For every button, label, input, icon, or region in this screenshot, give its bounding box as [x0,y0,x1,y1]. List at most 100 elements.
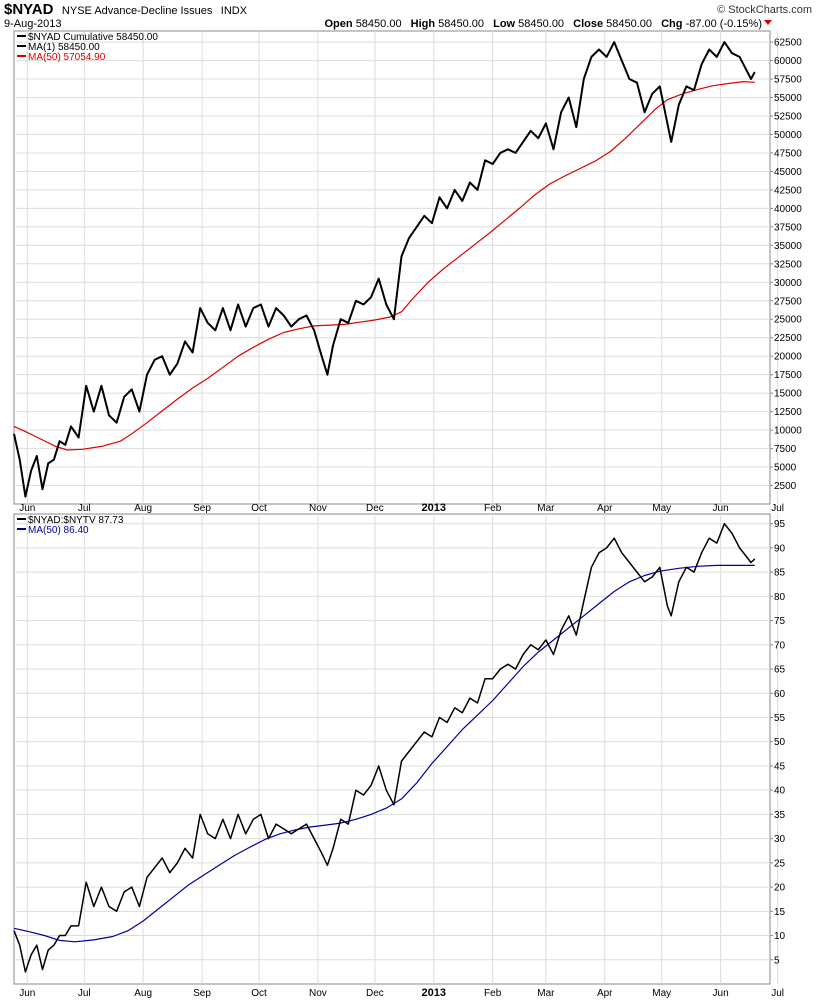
high-value: 58450.00 [438,18,484,30]
legend-entry: $NYAD Cumulative 58450.00 [28,32,158,43]
y-tick-label: 70 [774,640,786,651]
x-tick-label: Jun [713,988,729,999]
x-tick-label: Aug [134,988,152,999]
y-tick-label: 65 [774,665,786,676]
y-tick-label: 2500 [774,481,797,492]
header-line: $NYAD NYSE Advance-Decline Issues INDX [4,1,248,18]
high-label: High [411,18,436,30]
ohlc-readout: Open 58450.00 High 58450.00 Low 58450.00… [325,18,763,30]
y-tick-label: 62500 [774,38,802,49]
y-tick-label: 5 [774,955,780,966]
x-tick-label: Feb [484,988,502,999]
low-value: 58450.00 [518,18,564,30]
x-tick-label: Nov [309,503,327,514]
y-tick-label: 25 [774,858,786,869]
y-tick-label: 15 [774,907,786,918]
y-tick-label: 22500 [774,333,802,344]
y-tick-label: 32500 [774,259,802,270]
y-tick-label: 40000 [774,204,802,215]
x-tick-label: Sep [193,988,211,999]
y-tick-label: 80 [774,592,786,603]
y-tick-label: 15000 [774,389,802,400]
y-tick-label: 50 [774,737,786,748]
y-tick-label: 35000 [774,241,802,252]
legend-entry: MA(50) 86.40 [28,525,89,536]
x-tick-label: Sep [193,503,211,514]
series-line--nyad-nytv [13,522,756,973]
close-label: Close [573,18,603,30]
series-line-ma-50- [13,564,755,943]
chg-value: -87.00 (-0.15%) [686,18,762,30]
symbol-label: $NYAD [4,1,54,18]
y-tick-label: 45000 [774,167,802,178]
y-tick-label: 55 [774,713,786,724]
y-tick-label: 60000 [774,56,802,67]
lower-panel: Jun Jul Aug Sep Oct Nov Dec 2013 Feb Mar Apr May Jun… [13,513,786,999]
x-tick-label: Jul [771,503,784,514]
x-tick-label: Oct [251,988,267,999]
series-line-ma-50- [13,81,755,451]
x-tick-label: 2013 [422,987,446,999]
upper-panel: Jun Jul Aug Sep Oct Nov Dec 2013 Feb Mar Apr May Jun… [13,30,802,514]
open-value: 58450.00 [356,18,402,30]
legend-entry: $NYAD:$NYTV 87.73 [28,515,124,526]
y-tick-label: 25000 [774,315,802,326]
y-tick-label: 55000 [774,93,802,104]
x-tick-label: Jul [78,503,91,514]
chg-down-arrow-icon [764,20,772,25]
x-tick-label: Jun [713,503,729,514]
y-tick-label: 17500 [774,370,802,381]
x-tick-label: Dec [366,503,384,514]
x-tick-label: Jul [78,988,91,999]
y-tick-label: 60 [774,689,786,700]
x-tick-label: May [652,503,671,514]
plot-frame [13,30,771,505]
y-tick-label: 50000 [774,130,802,141]
y-tick-label: 30 [774,834,786,845]
x-tick-label: Apr [597,988,613,999]
y-tick-label: 10 [774,931,786,942]
watermark: © StockCharts.com [717,4,812,16]
y-tick-label: 20000 [774,352,802,363]
y-tick-label: 10000 [774,426,802,437]
y-tick-label: 20 [774,883,786,894]
legend-entry: MA(1) 58450.00 [28,42,100,53]
y-tick-label: 35 [774,810,786,821]
y-tick-label: 30000 [774,278,802,289]
x-tick-label: May [652,988,671,999]
y-tick-label: 45 [774,761,786,772]
y-tick-label: 75 [774,616,786,627]
y-tick-label: 7500 [774,444,797,455]
plot-frame [13,513,771,985]
x-tick-label: Jul [771,988,784,999]
y-tick-label: 5000 [774,463,797,474]
y-tick-label: 95 [774,519,786,530]
x-tick-label: 2013 [422,502,446,514]
x-tick-label: Jun [19,503,35,514]
x-tick-label: Nov [309,988,327,999]
y-tick-label: 37500 [774,222,802,233]
x-tick-label: Aug [134,503,152,514]
x-tick-label: Dec [366,988,384,999]
series-line-ma-1- [13,41,756,498]
y-tick-label: 52500 [774,111,802,122]
exchange-label: INDX [221,5,248,17]
chg-label: Chg [661,18,682,30]
y-tick-label: 40 [774,786,786,797]
y-tick-label: 12500 [774,407,802,418]
x-tick-label: Jun [19,988,35,999]
y-tick-label: 42500 [774,185,802,196]
y-tick-label: 27500 [774,296,802,307]
x-tick-label: Apr [597,503,613,514]
open-label: Open [325,18,353,30]
close-value: 58450.00 [606,18,652,30]
x-tick-label: Mar [537,503,555,514]
x-tick-label: Feb [484,503,502,514]
date-label: 9-Aug-2013 [4,18,62,30]
y-tick-label: 47500 [774,148,802,159]
low-label: Low [493,18,515,30]
description-label: NYSE Advance-Decline Issues [62,5,213,17]
x-tick-label: Mar [537,988,555,999]
y-tick-label: 85 [774,568,786,579]
